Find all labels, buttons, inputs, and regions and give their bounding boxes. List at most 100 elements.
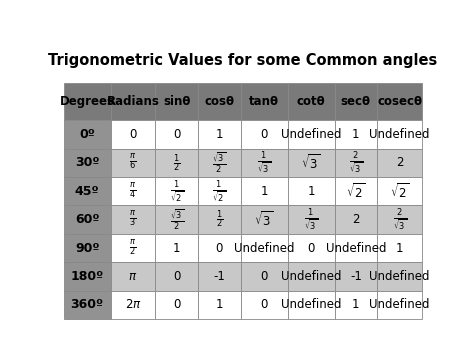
- Bar: [288, 177, 335, 205]
- Text: $\frac{2}{\sqrt{3}}$: $\frac{2}{\sqrt{3}}$: [392, 207, 407, 232]
- Text: 1: 1: [307, 185, 315, 198]
- Bar: [64, 262, 110, 290]
- Text: 1: 1: [173, 241, 180, 254]
- Bar: [335, 177, 377, 205]
- Text: $\frac{\pi}{3}$: $\frac{\pi}{3}$: [129, 210, 137, 229]
- Text: 180º: 180º: [71, 270, 104, 283]
- Bar: [155, 262, 198, 290]
- Text: Undefined: Undefined: [281, 298, 341, 311]
- Text: Undefined: Undefined: [326, 241, 386, 254]
- Bar: [64, 290, 110, 319]
- Bar: [198, 262, 240, 290]
- Bar: [240, 120, 288, 149]
- Bar: [377, 120, 422, 149]
- Bar: [240, 290, 288, 319]
- Bar: [377, 262, 422, 290]
- Bar: [335, 205, 377, 234]
- Text: 0: 0: [216, 241, 223, 254]
- Text: 2: 2: [352, 213, 360, 226]
- Text: 0: 0: [129, 128, 137, 141]
- Bar: [155, 290, 198, 319]
- Text: $\frac{1}{\sqrt{2}}$: $\frac{1}{\sqrt{2}}$: [170, 179, 183, 203]
- Bar: [288, 262, 335, 290]
- Bar: [64, 149, 110, 177]
- Text: 0: 0: [260, 128, 268, 141]
- Text: sinθ: sinθ: [163, 95, 190, 108]
- Text: Degrees: Degrees: [60, 95, 115, 108]
- Text: -1: -1: [213, 270, 225, 283]
- Bar: [155, 234, 198, 262]
- Text: 360º: 360º: [71, 298, 104, 311]
- Bar: [288, 83, 335, 120]
- Text: 1: 1: [260, 185, 268, 198]
- Text: cotθ: cotθ: [297, 95, 325, 108]
- Text: tanθ: tanθ: [249, 95, 279, 108]
- Text: $\frac{1}{2}$: $\frac{1}{2}$: [173, 152, 180, 174]
- Bar: [110, 149, 155, 177]
- Text: -1: -1: [350, 270, 362, 283]
- Bar: [288, 149, 335, 177]
- Text: $\frac{\pi}{4}$: $\frac{\pi}{4}$: [129, 182, 137, 201]
- Bar: [288, 120, 335, 149]
- Bar: [198, 83, 240, 120]
- Text: Undefined: Undefined: [234, 241, 294, 254]
- Bar: [110, 262, 155, 290]
- Bar: [198, 290, 240, 319]
- Bar: [110, 177, 155, 205]
- Bar: [64, 120, 110, 149]
- Bar: [335, 83, 377, 120]
- Bar: [240, 149, 288, 177]
- Text: $\frac{\pi}{2}$: $\frac{\pi}{2}$: [129, 238, 137, 258]
- Text: 90º: 90º: [75, 241, 100, 254]
- Bar: [335, 120, 377, 149]
- Bar: [240, 177, 288, 205]
- Bar: [335, 290, 377, 319]
- Bar: [64, 177, 110, 205]
- Bar: [155, 83, 198, 120]
- Bar: [64, 205, 110, 234]
- Bar: [377, 149, 422, 177]
- Text: cosθ: cosθ: [204, 95, 234, 108]
- Text: 60º: 60º: [75, 213, 100, 226]
- Bar: [240, 262, 288, 290]
- Text: Radians: Radians: [107, 95, 159, 108]
- Text: 1: 1: [396, 241, 403, 254]
- Text: $\sqrt{3}$: $\sqrt{3}$: [301, 154, 321, 172]
- Bar: [198, 234, 240, 262]
- Bar: [288, 290, 335, 319]
- Text: $\frac{1}{\sqrt{3}}$: $\frac{1}{\sqrt{3}}$: [257, 151, 271, 175]
- Text: Undefined: Undefined: [369, 270, 430, 283]
- Bar: [198, 177, 240, 205]
- Text: 0: 0: [173, 298, 180, 311]
- Text: 45º: 45º: [75, 185, 100, 198]
- Bar: [377, 205, 422, 234]
- Bar: [377, 234, 422, 262]
- Bar: [155, 149, 198, 177]
- Bar: [64, 83, 110, 120]
- Bar: [110, 120, 155, 149]
- Text: $\frac{1}{\sqrt{3}}$: $\frac{1}{\sqrt{3}}$: [304, 207, 318, 232]
- Text: Undefined: Undefined: [369, 298, 430, 311]
- Text: $\frac{1}{\sqrt{2}}$: $\frac{1}{\sqrt{2}}$: [212, 179, 226, 203]
- Bar: [288, 234, 335, 262]
- Text: 0: 0: [307, 241, 315, 254]
- Text: 0: 0: [260, 270, 268, 283]
- Text: $\frac{\pi}{6}$: $\frac{\pi}{6}$: [129, 153, 137, 173]
- Bar: [110, 234, 155, 262]
- Text: $\sqrt{2}$: $\sqrt{2}$: [346, 182, 365, 201]
- Bar: [377, 83, 422, 120]
- Text: $\sqrt{3}$: $\sqrt{3}$: [255, 210, 273, 229]
- Bar: [110, 290, 155, 319]
- Bar: [240, 205, 288, 234]
- Text: 0º: 0º: [79, 128, 95, 141]
- Text: 1: 1: [216, 298, 223, 311]
- Text: 1: 1: [352, 128, 360, 141]
- Bar: [377, 177, 422, 205]
- Text: cosecθ: cosecθ: [377, 95, 422, 108]
- Text: Undefined: Undefined: [281, 270, 341, 283]
- Text: $\frac{2}{\sqrt{3}}$: $\frac{2}{\sqrt{3}}$: [349, 151, 363, 175]
- Bar: [198, 205, 240, 234]
- Text: Undefined: Undefined: [281, 128, 341, 141]
- Text: 0: 0: [173, 270, 180, 283]
- Text: 1: 1: [216, 128, 223, 141]
